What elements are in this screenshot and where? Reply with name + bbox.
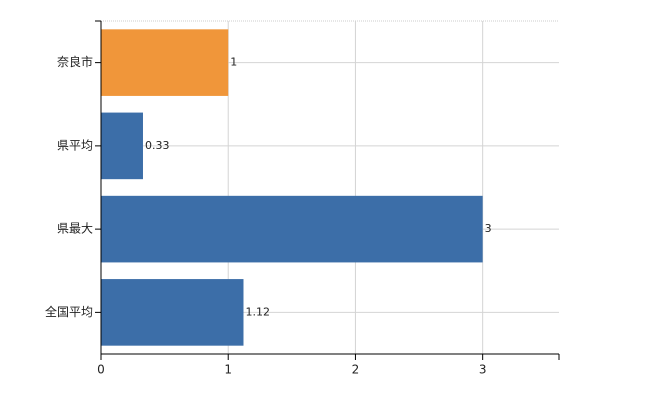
bar — [101, 29, 229, 96]
value-label: 1.12 — [245, 305, 270, 318]
y-tick-label: 全国平均 — [45, 304, 93, 319]
y-tick-label: 奈良市 — [57, 54, 93, 69]
x-tick-label: 3 — [479, 363, 487, 377]
bar — [101, 112, 143, 180]
y-tick-label: 県平均 — [57, 138, 93, 152]
x-tick-label: 2 — [352, 363, 360, 377]
x-tick-label: 1 — [224, 363, 232, 377]
value-label: 3 — [485, 222, 492, 235]
x-tick-label: 0 — [97, 363, 105, 377]
value-label: 1 — [230, 56, 237, 69]
value-label: 0.33 — [145, 139, 170, 152]
bar — [101, 279, 244, 346]
bar — [101, 195, 483, 263]
y-tick-label: 県最大 — [57, 222, 93, 236]
